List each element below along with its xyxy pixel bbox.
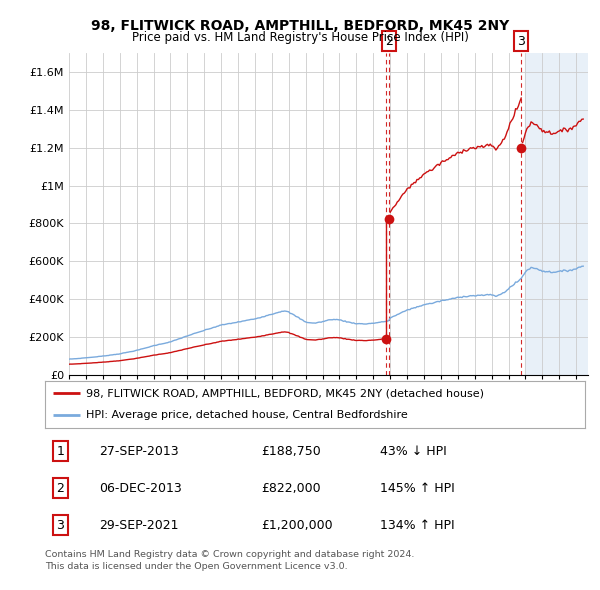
- Text: 98, FLITWICK ROAD, AMPTHILL, BEDFORD, MK45 2NY (detached house): 98, FLITWICK ROAD, AMPTHILL, BEDFORD, MK…: [86, 388, 484, 398]
- Bar: [526, 53, 600, 375]
- Text: 2: 2: [56, 481, 64, 495]
- Text: 29-SEP-2021: 29-SEP-2021: [99, 519, 179, 532]
- Text: 06-DEC-2013: 06-DEC-2013: [99, 481, 182, 495]
- Text: 1: 1: [56, 445, 64, 458]
- Text: 2: 2: [385, 35, 393, 48]
- Text: 98, FLITWICK ROAD, AMPTHILL, BEDFORD, MK45 2NY: 98, FLITWICK ROAD, AMPTHILL, BEDFORD, MK…: [91, 19, 509, 33]
- Text: 3: 3: [517, 35, 525, 48]
- Text: £188,750: £188,750: [261, 445, 321, 458]
- Text: 3: 3: [56, 519, 64, 532]
- Text: HPI: Average price, detached house, Central Bedfordshire: HPI: Average price, detached house, Cent…: [86, 410, 407, 420]
- Text: 134% ↑ HPI: 134% ↑ HPI: [380, 519, 454, 532]
- Text: £1,200,000: £1,200,000: [261, 519, 332, 532]
- Text: Contains HM Land Registry data © Crown copyright and database right 2024.
This d: Contains HM Land Registry data © Crown c…: [45, 550, 415, 571]
- Text: 27-SEP-2013: 27-SEP-2013: [99, 445, 179, 458]
- Text: 145% ↑ HPI: 145% ↑ HPI: [380, 481, 455, 495]
- Text: 43% ↓ HPI: 43% ↓ HPI: [380, 445, 446, 458]
- Text: £822,000: £822,000: [261, 481, 320, 495]
- Text: Price paid vs. HM Land Registry's House Price Index (HPI): Price paid vs. HM Land Registry's House …: [131, 31, 469, 44]
